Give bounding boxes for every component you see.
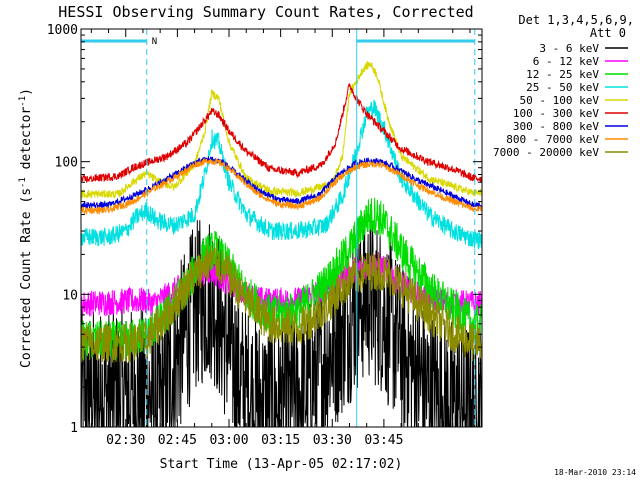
x-axis-label: Start Time (13-Apr-05 02:17:02) <box>160 457 403 472</box>
legend-label-6: 300 - 800 keV <box>513 120 599 133</box>
series-line-5 <box>80 82 483 183</box>
chart-title: HESSI Observing Summary Count Rates, Cor… <box>58 3 473 21</box>
legend-label-1: 6 - 12 keV <box>533 55 600 68</box>
legend-label-0: 3 - 6 keV <box>539 42 599 55</box>
y-tick-label-1: 10 <box>62 288 78 303</box>
y-tick-label-3: 1000 <box>47 23 78 38</box>
series-line-7 <box>80 158 483 216</box>
legend-label-8: 7000 - 20000 keV <box>493 146 599 159</box>
y-tick-label-0: 1 <box>70 421 78 436</box>
x-tick-label-1: 02:45 <box>158 433 197 448</box>
flag-label: N <box>152 37 157 47</box>
y-tick-label-2: 100 <box>55 156 78 171</box>
legend-label-4: 50 - 100 keV <box>520 94 600 107</box>
series-line-3 <box>80 99 483 250</box>
legend-header-line-1: Det 1,3,4,5,6,9, <box>518 13 634 27</box>
legend-label-7: 800 - 7000 keV <box>506 133 599 146</box>
x-tick-label-4: 03:30 <box>313 433 352 448</box>
x-tick-label-5: 03:45 <box>364 433 403 448</box>
series-line-4 <box>80 61 483 200</box>
legend-label-5: 100 - 300 keV <box>513 107 599 120</box>
data-layer <box>80 61 483 428</box>
x-tick-label-3: 03:15 <box>261 433 300 448</box>
plot-footer-date: 18-Mar-2010 23:14 <box>554 468 636 477</box>
legend-header-line-2: Att 0 <box>590 26 626 40</box>
y-axis-label: Corrected Count Rate (s-1 detector-1) <box>18 88 34 368</box>
x-tick-label-0: 02:30 <box>106 433 145 448</box>
legend-label-2: 12 - 25 keV <box>526 68 599 81</box>
legend-label-3: 25 - 50 keV <box>526 81 599 94</box>
axes: 1 10 100 1000 02:30 02:45 03:00 03:15 03:30 03:45 <box>47 23 482 448</box>
x-tick-label-2: 03:00 <box>209 433 248 448</box>
plot-frame <box>80 28 483 428</box>
series-line-8 <box>80 242 483 363</box>
